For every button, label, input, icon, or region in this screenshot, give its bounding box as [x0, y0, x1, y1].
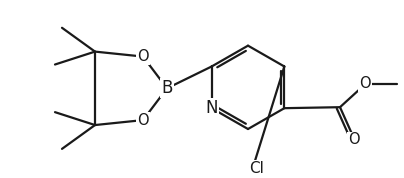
Text: O: O [359, 76, 371, 91]
Text: O: O [137, 113, 149, 128]
Text: N: N [205, 99, 218, 117]
Text: B: B [161, 79, 173, 97]
Text: Cl: Cl [250, 161, 265, 176]
Text: O: O [348, 132, 360, 147]
Text: O: O [137, 49, 149, 64]
